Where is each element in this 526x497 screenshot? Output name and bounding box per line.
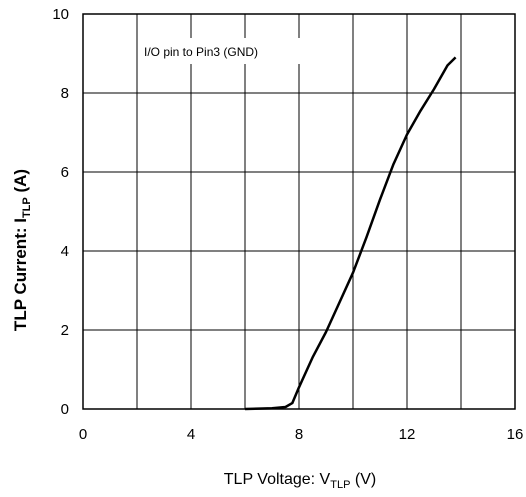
y-tick-label: 4 [61,243,69,260]
x-axis-label: TLP Voltage: VTLP (V) [224,471,376,491]
annotation: I/O pin to Pin3 (GND) [144,45,258,59]
y-tick-label: 6 [61,164,69,181]
y-axis-label-unit: (A) [11,169,30,197]
x-axis-label-unit: (V) [350,471,376,488]
y-tick-label: 2 [61,322,69,339]
y-axis-label-sub: TLP [21,197,33,218]
x-tick-label: 4 [187,426,195,443]
y-tick-labels: 0 2 4 6 8 10 [52,6,69,418]
annotation-background [138,38,312,64]
series-line [244,56,457,411]
grid [83,14,515,409]
plot-frame [82,13,516,410]
y-axis-label-main: TLP Current: I [11,218,30,331]
y-tick-label: 10 [52,6,69,23]
x-tick-label: 0 [79,426,87,443]
y-tick-label: 0 [61,401,69,418]
x-tick-labels: 0 4 8 12 16 [79,426,524,443]
x-axis-label-main: TLP Voltage: V [224,471,331,488]
x-tick-label: 8 [295,426,303,443]
y-axis-label: TLP Current: ITLP (A) [11,169,33,331]
x-tick-label: 12 [399,426,416,443]
x-tick-label: 16 [507,426,524,443]
y-tick-label: 8 [61,85,69,102]
x-axis-label-sub: TLP [330,479,350,491]
